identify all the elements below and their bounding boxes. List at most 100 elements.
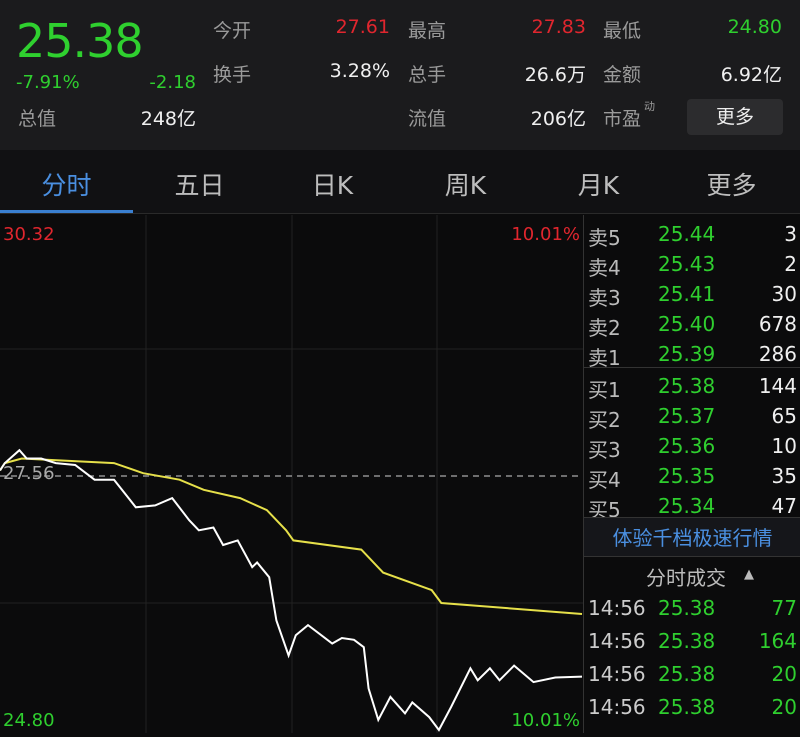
row-volume: 10 bbox=[771, 434, 797, 458]
bid-row: 买4 25.35 35 bbox=[584, 461, 800, 492]
stat-label: 换手 bbox=[213, 64, 252, 86]
change-percent: -7.91% bbox=[16, 72, 80, 93]
active-tab-indicator bbox=[0, 210, 133, 213]
row-label: 买1 bbox=[588, 378, 621, 402]
row-volume: 286 bbox=[758, 342, 797, 366]
tab-4[interactable]: 月K bbox=[577, 171, 620, 200]
trade-row: 14:56 25.38 20 bbox=[584, 692, 800, 722]
pct-high-label: 10.01% bbox=[511, 224, 580, 245]
tab-3[interactable]: 周K bbox=[444, 171, 487, 200]
row-price: 25.38 bbox=[658, 374, 716, 398]
row-volume: 3 bbox=[784, 222, 797, 246]
stat-value: 27.83 bbox=[531, 16, 586, 38]
row-volume: 678 bbox=[758, 312, 797, 336]
price-line bbox=[0, 448, 583, 732]
row-label: 卖3 bbox=[588, 286, 621, 310]
tab-1[interactable]: 五日 bbox=[174, 171, 225, 200]
row-label: 14:56 bbox=[588, 596, 646, 620]
row-price: 25.39 bbox=[658, 342, 716, 366]
row-label: 卖1 bbox=[588, 346, 621, 370]
ask-row: 卖3 25.41 30 bbox=[584, 279, 800, 310]
stat-label: 总手 bbox=[408, 64, 447, 86]
tab-0[interactable]: 分时 bbox=[41, 171, 92, 200]
row-label: 买4 bbox=[588, 468, 621, 492]
collapse-triangle-icon: ▲ bbox=[744, 567, 754, 582]
trades-header[interactable]: 分时成交 ▲ bbox=[584, 559, 800, 590]
row-price: 25.38 bbox=[658, 662, 716, 686]
stat-label: 最低 bbox=[603, 20, 642, 42]
stat-label: 市盈 bbox=[603, 108, 642, 130]
row-price: 25.43 bbox=[658, 252, 716, 276]
more-button[interactable]: 更多 bbox=[687, 99, 783, 135]
ask-row: 卖5 25.44 3 bbox=[584, 219, 800, 250]
promo-button[interactable]: 体验千档极速行情 bbox=[584, 517, 800, 557]
row-volume: 47 bbox=[771, 494, 797, 518]
stat-value: 24.80 bbox=[727, 16, 782, 38]
divider bbox=[584, 367, 800, 368]
intraday-chart-svg: 30.32 10.01% 27.56 24.80 10.01% bbox=[0, 215, 583, 733]
row-label: 14:56 bbox=[588, 662, 646, 686]
row-volume: 65 bbox=[771, 404, 797, 428]
stat-label: 流值 bbox=[408, 108, 447, 130]
period-tabs: 分时 五日 日K 周K 月K 更多 bbox=[0, 150, 800, 214]
pct-low-label: 10.01% bbox=[511, 710, 580, 731]
row-volume: 30 bbox=[771, 282, 797, 306]
total-value: 248亿 bbox=[140, 108, 196, 130]
current-price: 25.38 bbox=[16, 14, 144, 68]
price-high-label: 30.32 bbox=[3, 224, 55, 245]
row-price: 25.38 bbox=[658, 695, 716, 719]
trade-row: 14:56 25.38 164 bbox=[584, 626, 800, 656]
tab-2[interactable]: 日K bbox=[311, 171, 354, 200]
avg-price-line bbox=[0, 457, 583, 615]
stat-label: 今开 bbox=[213, 20, 252, 42]
row-label: 14:56 bbox=[588, 695, 646, 719]
order-book: 卖5 25.44 3 卖4 25.43 2 卖3 25.41 30 卖2 25.40 678 卖1 25.… bbox=[583, 215, 800, 733]
row-price: 25.38 bbox=[658, 629, 716, 653]
row-volume: 2 bbox=[784, 252, 797, 276]
row-price: 25.38 bbox=[658, 596, 716, 620]
stat-superscript: 动 bbox=[644, 100, 655, 113]
stat-value: 206亿 bbox=[530, 108, 586, 130]
trade-row: 14:56 25.38 20 bbox=[584, 659, 800, 689]
row-price: 25.34 bbox=[658, 494, 716, 518]
row-price: 25.41 bbox=[658, 282, 716, 306]
row-price: 25.44 bbox=[658, 222, 716, 246]
row-volume: 144 bbox=[758, 374, 797, 398]
bid-row: 买1 25.38 144 bbox=[584, 371, 800, 402]
trade-row: 14:56 25.38 77 bbox=[584, 593, 800, 623]
ask-row: 卖4 25.43 2 bbox=[584, 249, 800, 280]
ask-row: 卖1 25.39 286 bbox=[584, 339, 800, 370]
row-label: 买2 bbox=[588, 408, 621, 432]
tab-5[interactable]: 更多 bbox=[706, 171, 757, 200]
price-low-label: 24.80 bbox=[3, 710, 55, 731]
intraday-chart[interactable]: 30.32 10.01% 27.56 24.80 10.01% bbox=[0, 215, 583, 733]
total-value-label: 总值 bbox=[18, 108, 57, 130]
row-price: 25.37 bbox=[658, 404, 716, 428]
row-volume: 20 bbox=[771, 662, 797, 686]
row-label: 14:56 bbox=[588, 629, 646, 653]
bid-row: 买3 25.36 10 bbox=[584, 431, 800, 462]
row-volume: 35 bbox=[771, 464, 797, 488]
row-price: 25.36 bbox=[658, 434, 716, 458]
row-price: 25.35 bbox=[658, 464, 716, 488]
row-price: 25.40 bbox=[658, 312, 716, 336]
trades-title: 分时成交 bbox=[646, 566, 726, 590]
quote-header: 25.38 -7.91% -2.18 总值 248亿 今开 27.61 最高 27.8… bbox=[0, 0, 800, 150]
row-label: 卖5 bbox=[588, 226, 621, 250]
change-amount: -2.18 bbox=[149, 72, 196, 93]
row-label: 卖2 bbox=[588, 316, 621, 340]
prev-close-label: 27.56 bbox=[3, 463, 55, 484]
stat-value: 27.61 bbox=[335, 16, 390, 38]
stat-value: 6.92亿 bbox=[720, 64, 782, 86]
row-volume: 20 bbox=[771, 695, 797, 719]
stat-value: 3.28% bbox=[329, 60, 390, 82]
stat-label: 金额 bbox=[603, 64, 642, 86]
stat-label: 最高 bbox=[408, 20, 447, 42]
row-label: 卖4 bbox=[588, 256, 621, 280]
stat-value: 26.6万 bbox=[524, 64, 586, 86]
row-volume: 164 bbox=[758, 629, 797, 653]
ask-row: 卖2 25.40 678 bbox=[584, 309, 800, 340]
row-label: 买3 bbox=[588, 438, 621, 462]
row-volume: 77 bbox=[771, 596, 797, 620]
bid-row: 买2 25.37 65 bbox=[584, 401, 800, 432]
